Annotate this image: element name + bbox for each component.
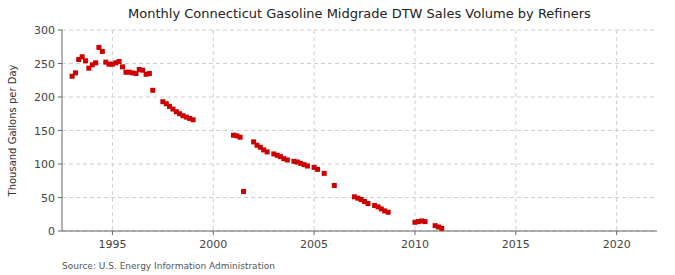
point [241,189,246,194]
chart: Monthly Connecticut Gasoline Midgrade DT… [0,0,675,275]
y-tick [58,130,62,131]
point [386,210,391,215]
x-tick [213,231,214,235]
axes: 0 50 100 150 200 250 300 1995 2000 2005 2010 2015 20… [34,24,657,251]
x-grid-line [314,30,315,231]
point [322,171,327,176]
x-tick-label: 2005 [300,238,328,251]
point [147,71,152,76]
x-tick [414,231,415,235]
y-tick-label: 300 [34,24,55,37]
y-tick [58,30,62,31]
title: Monthly Connecticut Gasoline Midgrade DT… [128,6,591,21]
y-tick-label: 0 [48,225,55,238]
point [238,135,243,140]
y-tick [58,197,62,198]
x-axis-line [62,231,657,232]
x-tick-label: 2000 [199,238,227,251]
y-tick [58,164,62,165]
y-tick [58,97,62,98]
point [365,201,370,206]
point [93,60,98,65]
point [117,59,122,64]
x-grid-line [112,30,113,231]
point [439,226,444,231]
y-grid-line [62,63,657,64]
point [315,167,320,172]
y-axis-line [62,30,63,231]
x-grid-line [213,30,214,231]
point [73,70,78,75]
point [100,49,105,54]
x-tick [616,231,617,235]
y-tick-label: 50 [41,192,55,205]
x-tick [112,231,113,235]
point [191,117,196,122]
point [265,149,270,154]
y-tick-label: 200 [34,91,55,104]
point [285,157,290,162]
x-tick-label: 2010 [401,238,429,251]
y-tick-label: 150 [34,125,55,138]
y-tick [58,231,62,232]
grid [62,30,657,231]
x-grid-line [414,30,415,231]
y-grid-line [62,30,657,31]
y-grid-line [62,97,657,98]
point [120,64,125,69]
x-grid-line [616,30,617,231]
point [305,164,310,169]
point [423,219,428,224]
point [332,183,337,188]
y-tick-label: 100 [34,158,55,171]
y-grid-line [62,231,657,232]
x-grid-line [515,30,516,231]
y-tick-label: 250 [34,58,55,71]
point [83,58,88,63]
y-axis-label: Thousand Gallons per Day [7,64,18,197]
x-tick [314,231,315,235]
points [70,45,445,231]
x-tick-label: 1995 [98,238,126,251]
point [150,88,155,93]
x-tick-label: 2015 [502,238,530,251]
x-tick [515,231,516,235]
x-tick-label: 2020 [603,238,631,251]
y-tick [58,63,62,64]
y-grid-line [62,164,657,165]
y-grid-line [62,130,657,131]
annotation: Source: U.S. Energy Information Administ… [62,261,275,271]
